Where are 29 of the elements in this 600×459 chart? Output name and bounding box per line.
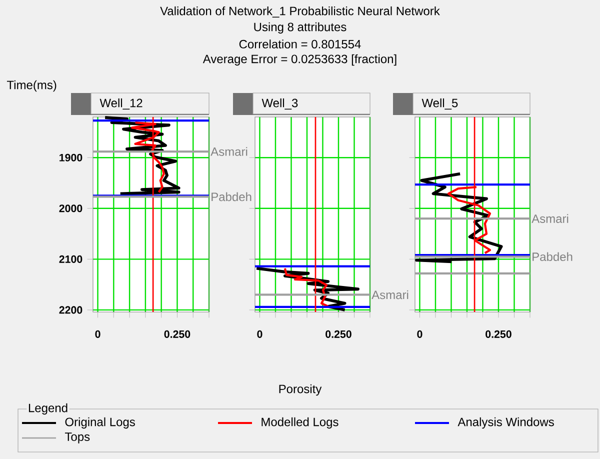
y-axis-title: Time(ms) — [6, 80, 56, 92]
x-tick-label: 0.250 — [326, 330, 352, 338]
ref-line-label: Asmari — [372, 290, 408, 300]
y-tick-label: 2100 — [59, 255, 82, 263]
ref-line-label: Pabdeh — [532, 252, 572, 262]
x-tick-label: 0 — [95, 330, 100, 338]
text: Validation of Network_1 Probabilistic Neural Network — [160, 6, 440, 18]
x-axis-title: Porosity — [279, 384, 322, 396]
legend-label: Modelled Logs — [262, 417, 338, 429]
legend-label: Analysis Windows — [458, 417, 554, 429]
chart-title: Well_12 — [100, 98, 142, 110]
y-tick-label: 2000 — [59, 204, 82, 212]
x-tick-label: 0.250 — [486, 330, 512, 338]
ref-line-label: Pabdeh — [212, 192, 252, 202]
chart-title: Well_3 — [262, 98, 298, 110]
y-tick-label: 2200 — [59, 306, 82, 314]
ref-line-label: Asmari — [210, 147, 248, 156]
y-tick-label: 1900 — [60, 154, 82, 162]
text: Correlation = 0.801554 — [239, 40, 361, 48]
x-tick-label: 0 — [257, 330, 262, 338]
text: Using 8 attributes — [254, 22, 346, 34]
legend-label: Tops — [64, 432, 90, 444]
x-tick-label: 0.250 — [164, 330, 190, 338]
chart-title: Well_5 — [422, 98, 458, 110]
x-tick-label: 0 — [417, 330, 422, 338]
text: Average Error = 0.0253633 [fraction] — [202, 54, 396, 66]
legend-label: Original Logs — [65, 417, 135, 429]
ref-line-label: Asmari — [532, 214, 568, 223]
legend-title: Legend — [28, 403, 68, 415]
